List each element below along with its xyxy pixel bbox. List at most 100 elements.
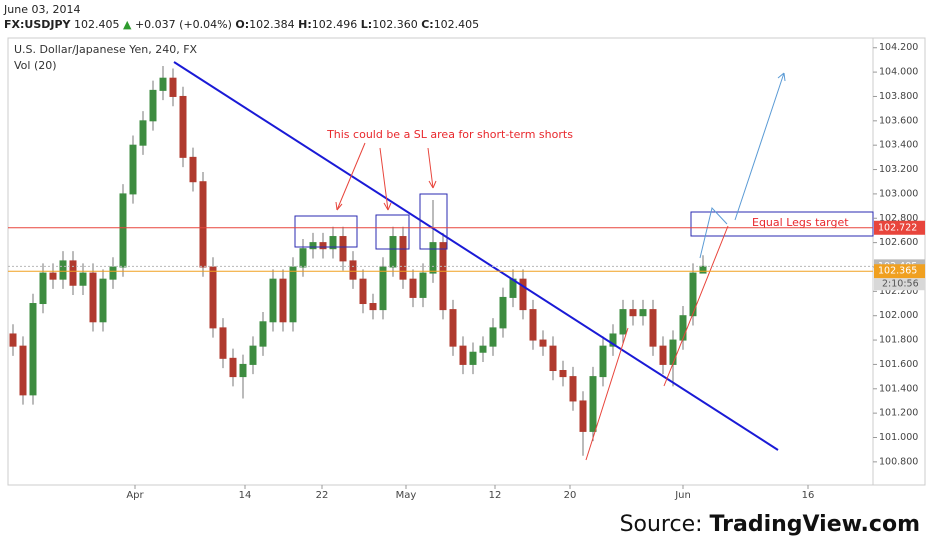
y-tick-label: 104.200 bbox=[879, 42, 918, 53]
candle-body bbox=[49, 272, 57, 280]
low-value: 102.360 bbox=[372, 18, 418, 31]
candle-body bbox=[629, 309, 637, 317]
quote-line: FX:USDJPY 102.405 ▲ +0.037 (+0.04%) O:10… bbox=[4, 17, 479, 32]
candle-body bbox=[249, 345, 257, 365]
candle-body bbox=[39, 272, 47, 305]
y-tick-label: 102.200 bbox=[879, 286, 918, 297]
candle-body bbox=[29, 303, 37, 396]
change: +0.037 (+0.04%) bbox=[134, 18, 232, 31]
high-value: 102.496 bbox=[311, 18, 358, 31]
candle-body bbox=[69, 260, 77, 286]
close-value: 102.405 bbox=[433, 18, 480, 31]
source-label: Source: bbox=[619, 512, 703, 537]
y-tick-label: 103.800 bbox=[879, 91, 918, 102]
x-tick-label: Jun bbox=[674, 490, 691, 501]
candle-body bbox=[689, 272, 697, 317]
y-tick-label: 101.000 bbox=[879, 432, 918, 443]
x-tick-label: May bbox=[396, 490, 417, 501]
candle-body bbox=[259, 321, 267, 347]
series-layer bbox=[9, 66, 707, 456]
candle-body bbox=[179, 95, 187, 158]
candle-body bbox=[379, 266, 387, 311]
close-label: C: bbox=[421, 18, 434, 31]
candle-body bbox=[669, 339, 677, 365]
sl-box bbox=[419, 193, 448, 250]
candle-body bbox=[529, 309, 537, 341]
chart-subtitle: Vol (20) bbox=[14, 59, 57, 72]
low-label: L: bbox=[360, 18, 373, 31]
last-price: 102.405 bbox=[74, 18, 120, 31]
y-tick-label: 101.800 bbox=[879, 335, 918, 346]
chart-title: U.S. Dollar/Japanese Yen, 240, FX bbox=[14, 43, 198, 56]
candle-body bbox=[79, 272, 87, 286]
candle-body bbox=[489, 327, 497, 347]
candle-body bbox=[9, 333, 17, 347]
candle-body bbox=[659, 345, 667, 365]
candle-body bbox=[469, 351, 477, 365]
candle-body bbox=[169, 77, 177, 97]
source: TradingView.com bbox=[709, 512, 920, 537]
candle-body bbox=[209, 266, 217, 329]
candle-body bbox=[359, 278, 367, 305]
candle-body bbox=[609, 333, 617, 347]
candle-body bbox=[559, 370, 567, 378]
y-tick-label: 102.000 bbox=[879, 310, 918, 321]
drawings bbox=[173, 61, 874, 461]
candle-body bbox=[99, 278, 107, 323]
candle-body bbox=[369, 303, 377, 311]
arrow-heads bbox=[335, 180, 437, 211]
price-label-box bbox=[874, 220, 925, 235]
y-tick-label: 101.600 bbox=[879, 359, 918, 370]
note-arrows bbox=[336, 142, 434, 211]
projection-arrows bbox=[699, 72, 786, 259]
candle-body bbox=[519, 278, 527, 311]
candle-body bbox=[319, 242, 327, 250]
header: June 03, 2014 FX:USDJPY 102.405 ▲ +0.037… bbox=[4, 2, 479, 32]
candle-body bbox=[389, 236, 397, 268]
open-value: 102.384 bbox=[249, 18, 295, 31]
candle-body bbox=[339, 236, 347, 262]
candle-body bbox=[649, 309, 657, 347]
candle-body bbox=[299, 248, 307, 268]
candle-body bbox=[189, 156, 197, 183]
trend-line bbox=[173, 61, 779, 451]
x-tick-label: Apr bbox=[126, 490, 144, 501]
candle-body bbox=[639, 309, 647, 317]
candle-body bbox=[89, 272, 97, 323]
y-tick-label: 100.800 bbox=[879, 456, 918, 467]
candle-body bbox=[109, 266, 117, 280]
arrow: ▲ bbox=[123, 18, 132, 31]
open-label: O: bbox=[235, 18, 250, 31]
candle-body bbox=[579, 400, 587, 432]
y-tick-label: 101.200 bbox=[879, 408, 918, 419]
y-tick-label: 103.600 bbox=[879, 115, 918, 126]
footer: Source: TradingView.com bbox=[620, 512, 920, 537]
target-box bbox=[690, 211, 874, 237]
y-tick-label: 102.800 bbox=[879, 213, 918, 224]
y-tick-label: 103.000 bbox=[879, 188, 918, 199]
candle-body bbox=[479, 345, 487, 353]
candle-body bbox=[349, 260, 357, 280]
candle-body bbox=[409, 278, 417, 298]
x-tick-label: 14 bbox=[239, 490, 252, 501]
leg-lines bbox=[585, 225, 729, 461]
candle-body bbox=[19, 345, 27, 396]
y-tick-label: 103.200 bbox=[879, 164, 918, 175]
candle-body bbox=[439, 242, 447, 311]
price-label: 102.365 bbox=[878, 266, 917, 277]
x-tick-label: 12 bbox=[489, 490, 502, 501]
candle-body bbox=[149, 89, 157, 122]
price-label-box bbox=[874, 264, 925, 279]
sl-box bbox=[294, 215, 358, 248]
candle-body bbox=[279, 278, 287, 323]
candle-body bbox=[129, 144, 137, 195]
candle-body bbox=[429, 242, 437, 274]
candle-body bbox=[309, 242, 317, 250]
candle-body bbox=[219, 327, 227, 359]
candle-body bbox=[119, 193, 127, 268]
x-tick-label: 16 bbox=[802, 490, 815, 501]
countdown-box bbox=[874, 278, 925, 291]
candle-body bbox=[59, 260, 67, 280]
countdown: 2:10:56 bbox=[882, 279, 919, 290]
